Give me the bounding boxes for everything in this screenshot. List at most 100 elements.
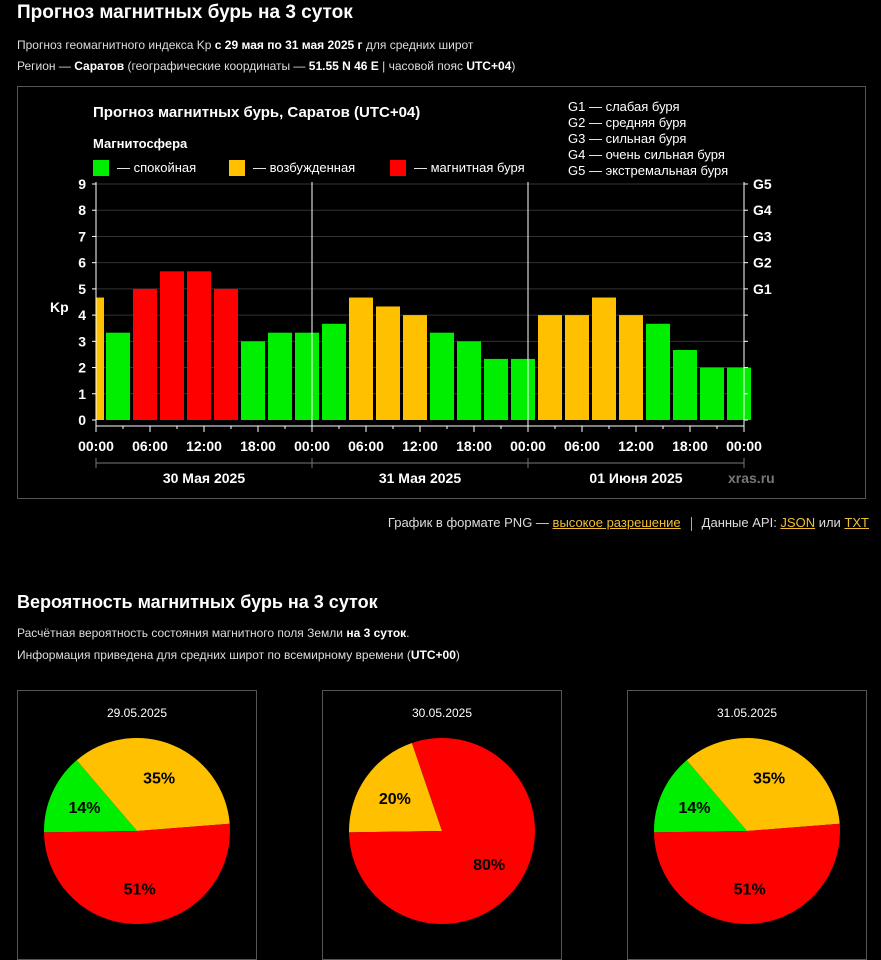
pie-card-1: 29.05.2025 14% 35% 51%: [17, 690, 257, 960]
pie-slice: [44, 823, 230, 924]
y-tick-label: 5: [78, 281, 86, 297]
kp-bar: [96, 297, 104, 420]
pie-slice: [349, 738, 535, 924]
y-tick-label: 6: [78, 255, 86, 271]
kp-bar: [457, 341, 481, 420]
link-divider: [690, 516, 692, 531]
y-tick-label: 9: [78, 176, 86, 192]
x-tick-label: 12:00: [186, 438, 222, 454]
pie-label: 51%: [124, 882, 156, 899]
pie-label: 14%: [678, 800, 710, 817]
download-links: График в формате PNG — высокое разрешени…: [388, 515, 869, 531]
g-legend-item: G4 — очень сильная буря: [568, 147, 725, 162]
x-tick-label: 18:00: [672, 438, 708, 454]
pie-slice: [654, 823, 840, 924]
note-timezone: UTC+00: [410, 648, 456, 662]
kp-chart-frame: Прогноз магнитных бурь, Саратов (UTC+04)…: [17, 86, 866, 499]
x-tick-label: 06:00: [564, 438, 600, 454]
kp-bar: [268, 332, 292, 420]
kp-bar: [376, 306, 400, 420]
day-label: 30 Мая 2025: [163, 470, 245, 486]
pie-chart: 14% 35% 51%: [654, 738, 840, 924]
region-coords: 51.55 N 46 E: [308, 59, 379, 73]
pie-slice: [654, 760, 747, 833]
pie-card-3: 31.05.2025 14% 35% 51%: [627, 690, 867, 960]
g-tick-label: G5: [753, 176, 772, 192]
legend-label: — магнитная буря: [414, 160, 525, 175]
g-tick-label: G2: [753, 255, 772, 271]
api-text: Данные API:: [701, 515, 781, 530]
prob-note: Информация приведена для средних широт п…: [17, 648, 460, 662]
kp-bar: [349, 297, 373, 420]
page-title: Прогноз магнитных бурь на 3 суток: [17, 2, 353, 23]
region-text: | часовой пояс: [378, 59, 467, 73]
y-tick-label: 7: [78, 228, 86, 244]
kp-chart: Прогноз магнитных бурь, Саратов (UTC+04)…: [50, 99, 775, 486]
g-legend-item: G1 — слабая буря: [568, 99, 680, 114]
x-tick-label: 12:00: [618, 438, 654, 454]
prob-period: на 3 суток: [346, 626, 407, 640]
x-tick-label: 18:00: [240, 438, 276, 454]
legend-title: Магнитосфера: [93, 136, 188, 151]
y-axis-label: Kp: [50, 299, 69, 315]
pie-label: 35%: [753, 771, 785, 788]
y-tick-label: 2: [78, 360, 86, 376]
pie-chart: 14% 35% 51%: [44, 738, 230, 924]
kp-bar: [295, 332, 319, 420]
legend-label: — спокойная: [117, 160, 196, 175]
region-text: Регион —: [17, 59, 75, 73]
kp-bar: [106, 332, 130, 420]
y-tick-label: 1: [78, 386, 86, 402]
x-tick-label: 12:00: [402, 438, 438, 454]
g-tick-label: G1: [753, 281, 772, 297]
pie-card-2: 30.05.2025 20% 80%: [322, 690, 562, 960]
desc-text: Прогноз геомагнитного индекса Kp: [17, 38, 215, 52]
y-tick-label: 8: [78, 202, 86, 218]
prob-text: .: [406, 626, 410, 640]
pie-label: 14%: [68, 800, 100, 817]
x-tick-label: 18:00: [456, 438, 492, 454]
pie-slice: [686, 738, 840, 831]
pie-slice: [349, 742, 442, 833]
region-city: Саратов: [74, 59, 125, 73]
png-hires-link[interactable]: высокое разрешение: [552, 515, 681, 530]
g-tick-label: G3: [753, 228, 772, 244]
g-tick-label: G4: [753, 202, 772, 218]
kp-bar: [160, 271, 184, 420]
chart-title: Прогноз магнитных бурь, Саратов (UTC+04): [93, 104, 420, 121]
png-text: График в формате PNG —: [387, 515, 553, 530]
legend-swatch: [390, 160, 406, 176]
kp-bar: [619, 315, 643, 420]
kp-bar: [214, 288, 238, 420]
kp-bar: [511, 358, 535, 420]
x-tick-label: 00:00: [726, 438, 762, 454]
forecast-description: Прогноз геомагнитного индекса Kp с 29 ма…: [17, 38, 473, 52]
x-tick-label: 00:00: [294, 438, 330, 454]
pie-date: 30.05.2025: [411, 706, 473, 720]
g-legend-item: G2 — средняя буря: [568, 115, 686, 130]
kp-bar: [403, 315, 427, 420]
kp-bar: [484, 358, 508, 420]
x-tick-label: 00:00: [510, 438, 546, 454]
prob-text: Расчётная вероятность состояния магнитно…: [17, 626, 347, 640]
region-text: (географические координаты —: [124, 59, 309, 73]
legend-swatch: [229, 160, 245, 176]
pie-label: 51%: [734, 882, 766, 899]
day-label: 31 Мая 2025: [379, 470, 461, 486]
txt-link[interactable]: TXT: [844, 515, 869, 530]
date-range: с 29 мая по 31 мая 2025 г: [214, 38, 363, 52]
pie-date: 29.05.2025: [106, 706, 168, 720]
x-tick-label: 06:00: [348, 438, 384, 454]
json-link[interactable]: JSON: [780, 515, 816, 530]
prob-description: Расчётная вероятность состояния магнитно…: [17, 626, 410, 640]
pie-label: 80%: [473, 857, 505, 874]
note-text: Информация приведена для средних широт п…: [17, 648, 411, 662]
pie-label: 35%: [143, 771, 175, 788]
legend-label: — возбужденная: [253, 160, 355, 175]
g-legend-item: G3 — сильная буря: [568, 131, 686, 146]
day-label: 01 Июня 2025: [589, 470, 682, 486]
y-tick-label: 3: [78, 333, 86, 349]
kp-bar: [646, 323, 670, 420]
region-text: ): [511, 59, 516, 73]
x-tick-label: 00:00: [78, 438, 114, 454]
